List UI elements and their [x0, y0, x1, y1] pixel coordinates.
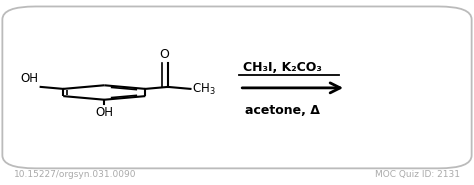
Text: acetone, Δ: acetone, Δ [245, 104, 319, 117]
Text: OH: OH [20, 72, 38, 85]
Text: OH: OH [95, 105, 113, 119]
Text: O: O [160, 48, 170, 61]
Text: CH₃I, K₂CO₃: CH₃I, K₂CO₃ [243, 61, 321, 74]
FancyBboxPatch shape [2, 6, 472, 168]
Text: MOC Quiz ID: 2131: MOC Quiz ID: 2131 [375, 170, 460, 179]
Text: 10.15227/orgsyn.031.0090: 10.15227/orgsyn.031.0090 [14, 170, 137, 179]
Text: CH$_3$: CH$_3$ [192, 82, 216, 97]
